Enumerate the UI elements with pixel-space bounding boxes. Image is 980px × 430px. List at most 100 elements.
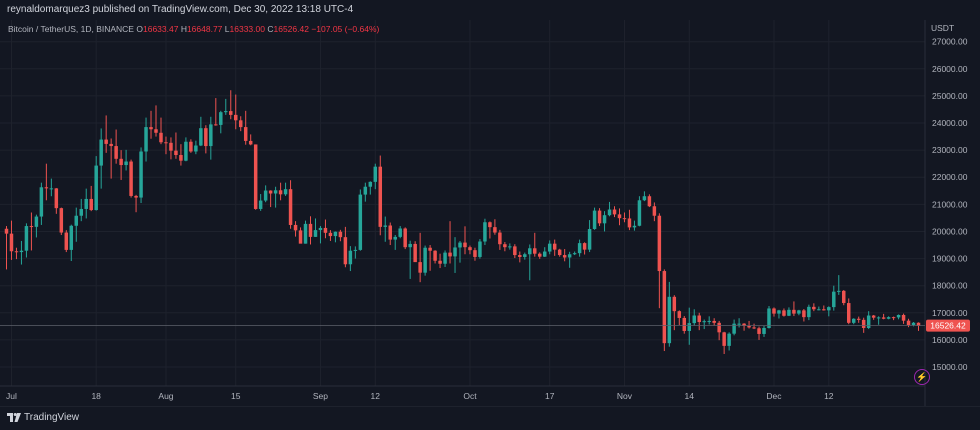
close-label: C: [267, 24, 274, 34]
candle-body: [303, 223, 308, 244]
candle-body: [129, 161, 133, 196]
candle-body: [518, 255, 522, 257]
candle-body: [677, 311, 682, 318]
candle-body: [777, 310, 781, 314]
candle-body: [822, 309, 826, 311]
chart-frame[interactable]: 15000.00 16000.00 17000.00 18000.00 19000.00…: [0, 20, 980, 406]
candle-body: [752, 327, 756, 329]
candle-body: [538, 253, 542, 257]
candle-body: [368, 181, 373, 187]
candle-body: [602, 215, 607, 224]
y-tick-label: 19000.00: [932, 254, 968, 264]
candle-body: [901, 314, 906, 321]
candle-body: [837, 290, 841, 292]
candle-body: [557, 249, 562, 256]
candle-body: [787, 309, 791, 316]
x-tick-label: Nov: [617, 391, 633, 401]
candle-body: [498, 232, 502, 245]
candle-body: [433, 250, 437, 261]
candle-body: [622, 218, 627, 220]
candle-body: [627, 218, 632, 228]
candle-body: [866, 315, 871, 328]
candle-body: [607, 209, 612, 216]
price-axis[interactable]: 15000.00 16000.00 17000.00 18000.00 19000.00…: [932, 37, 968, 372]
x-tick-label: Aug: [158, 391, 173, 401]
candles: [4, 90, 921, 355]
candle-body: [567, 254, 572, 258]
last-price-marker: 16526.42: [0, 319, 970, 332]
candle-body: [333, 231, 338, 237]
y-tick-label: 16000.00: [932, 335, 968, 345]
tradingview-logo-icon: [7, 413, 21, 422]
candle-body: [458, 242, 462, 248]
candle-body: [144, 127, 148, 152]
candle-body: [39, 187, 44, 217]
candle-body: [772, 308, 776, 314]
symbol-name: Bitcoin / TetherUS, 1D, BINANCE: [8, 24, 134, 34]
candle-body: [642, 196, 647, 201]
plot-background: [0, 20, 980, 406]
candle-body: [478, 241, 482, 257]
candle-body: [318, 227, 323, 231]
candle-body: [617, 214, 622, 219]
publish-bar: reynaldomarquez3 published on TradingVie…: [0, 0, 980, 20]
x-tick-label: Sep: [313, 391, 328, 401]
candle-body: [204, 128, 208, 147]
candle-body: [358, 194, 363, 250]
high-value: 16648.77: [186, 24, 223, 34]
candle-body: [229, 111, 233, 115]
candle-body: [881, 317, 886, 319]
candle-body: [851, 318, 856, 323]
candle-body: [14, 251, 19, 253]
candle-body: [224, 111, 228, 113]
candle-body: [323, 227, 328, 233]
candle-body: [692, 315, 696, 324]
candle-body: [49, 188, 54, 190]
candle-body: [587, 229, 592, 250]
candle-body: [34, 216, 39, 227]
y-tick-label: 15000.00: [932, 362, 968, 372]
candle-body: [842, 290, 846, 304]
candle-body: [139, 151, 143, 198]
candle-body: [373, 166, 378, 182]
candle-body: [268, 190, 273, 194]
candle-body: [572, 253, 577, 255]
footer: TradingView: [0, 406, 980, 430]
lightning-icon[interactable]: ⚡: [914, 369, 930, 385]
candle-body: [418, 262, 422, 273]
candle-body: [513, 246, 517, 256]
low-label: L: [224, 24, 230, 34]
candle-body: [727, 333, 731, 346]
publish-info: reynaldomarquez3 published on TradingVie…: [7, 4, 354, 15]
candle-body: [164, 142, 168, 144]
candle-body: [154, 129, 158, 133]
candle-body: [114, 146, 118, 159]
candle-body: [807, 306, 811, 318]
time-axis[interactable]: Jul 18 Aug 15 Sep 12 Oct 17 Nov 14 Dec 12: [6, 391, 834, 401]
candle-body: [263, 190, 268, 201]
candle-body: [682, 317, 687, 331]
candle-body: [916, 322, 921, 326]
candle-body: [896, 314, 901, 318]
candle-body: [19, 250, 24, 253]
candle-body: [717, 322, 721, 333]
candle-body: [473, 250, 477, 257]
y-tick-label: 24000.00: [932, 118, 968, 128]
x-tick-label: 12: [824, 391, 834, 401]
last-price-label: 16526.42: [930, 321, 966, 331]
candlestick-chart[interactable]: 15000.00 16000.00 17000.00 18000.00 19000.00…: [0, 20, 980, 406]
candle-body: [592, 210, 597, 230]
candle-body: [328, 232, 333, 237]
candle-body: [179, 155, 183, 161]
candle-body: [109, 143, 113, 147]
candle-body: [378, 166, 383, 227]
candle-body: [468, 247, 472, 251]
candle-body: [827, 307, 831, 311]
candle-body: [338, 231, 343, 238]
candle-body: [702, 321, 706, 323]
last-price-badge: [926, 319, 970, 332]
currency-label: USDT: [931, 23, 955, 33]
candle-body: [782, 310, 786, 316]
candle-body: [428, 247, 432, 251]
candle-body: [413, 243, 417, 263]
